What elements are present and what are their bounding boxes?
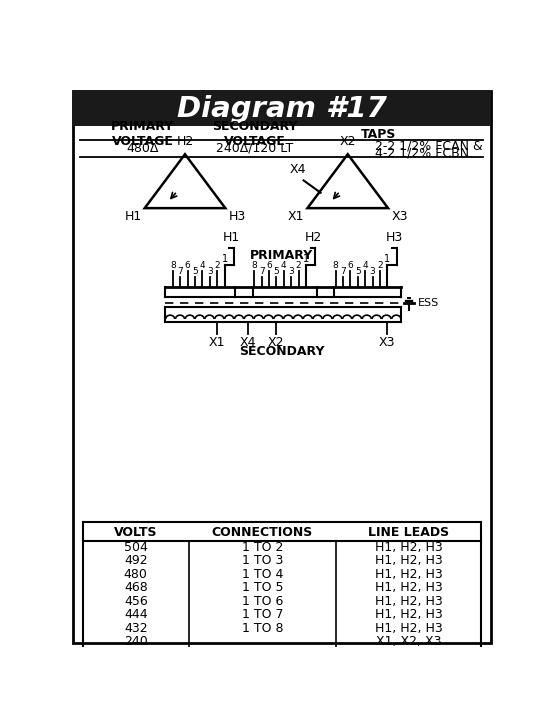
Text: 3: 3 bbox=[370, 267, 376, 276]
Text: X2: X2 bbox=[268, 336, 284, 349]
Text: X4: X4 bbox=[289, 163, 306, 176]
Text: 4: 4 bbox=[281, 261, 287, 270]
Text: 4: 4 bbox=[362, 261, 368, 270]
Text: 2: 2 bbox=[214, 261, 220, 270]
Text: 2-2 1/2% FCAN &: 2-2 1/2% FCAN & bbox=[375, 140, 483, 152]
Text: SECONDARY: SECONDARY bbox=[239, 345, 324, 358]
Text: H2: H2 bbox=[304, 230, 322, 244]
Text: 492: 492 bbox=[124, 555, 147, 568]
Text: H1: H1 bbox=[124, 209, 141, 222]
Text: 7: 7 bbox=[178, 267, 183, 276]
Text: 1 TO 3: 1 TO 3 bbox=[242, 555, 283, 568]
Text: 456: 456 bbox=[124, 595, 147, 608]
FancyBboxPatch shape bbox=[73, 91, 491, 643]
Text: 5: 5 bbox=[355, 267, 361, 276]
Text: 1 TO 8: 1 TO 8 bbox=[242, 622, 283, 635]
Text: H1, H2, H3: H1, H2, H3 bbox=[375, 541, 442, 554]
Text: 7: 7 bbox=[259, 267, 265, 276]
Text: 5: 5 bbox=[192, 267, 198, 276]
Text: H1, H2, H3: H1, H2, H3 bbox=[375, 568, 442, 581]
Text: 468: 468 bbox=[124, 582, 147, 595]
Text: 1 TO 6: 1 TO 6 bbox=[242, 595, 283, 608]
Text: X4: X4 bbox=[240, 336, 256, 349]
Text: 7: 7 bbox=[340, 267, 346, 276]
Text: TAPS: TAPS bbox=[361, 128, 397, 141]
Text: 6: 6 bbox=[266, 261, 272, 270]
Text: H1, H2, H3: H1, H2, H3 bbox=[375, 582, 442, 595]
Text: X3: X3 bbox=[379, 336, 395, 349]
Text: X3: X3 bbox=[391, 209, 408, 222]
Text: 1 TO 4: 1 TO 4 bbox=[242, 568, 283, 581]
Text: VOLTS: VOLTS bbox=[114, 526, 157, 539]
Text: 2: 2 bbox=[296, 261, 301, 270]
Text: H3: H3 bbox=[386, 230, 403, 244]
Text: 5: 5 bbox=[273, 267, 279, 276]
Text: X1, X2, X3: X1, X2, X3 bbox=[376, 635, 441, 648]
Text: 480Δ: 480Δ bbox=[126, 142, 158, 155]
Text: H1, H2, H3: H1, H2, H3 bbox=[375, 595, 442, 608]
Text: X2: X2 bbox=[339, 135, 356, 148]
Text: ESS: ESS bbox=[419, 298, 439, 308]
Text: 1: 1 bbox=[384, 254, 390, 264]
Text: 8: 8 bbox=[333, 261, 339, 270]
Text: H1, H2, H3: H1, H2, H3 bbox=[375, 608, 442, 622]
Text: 3: 3 bbox=[207, 267, 213, 276]
Text: PRIMARY
VOLTAGE: PRIMARY VOLTAGE bbox=[111, 120, 174, 148]
Text: SECONDARY
VOLTAGE: SECONDARY VOLTAGE bbox=[212, 120, 298, 148]
Text: 6: 6 bbox=[348, 261, 353, 270]
Text: 444: 444 bbox=[124, 608, 147, 622]
Text: 4-2 1/2% FCBN: 4-2 1/2% FCBN bbox=[375, 147, 469, 160]
Text: Diagram #17: Diagram #17 bbox=[177, 95, 387, 123]
Text: H3: H3 bbox=[228, 209, 246, 222]
Text: H1: H1 bbox=[223, 230, 240, 244]
Text: H1, H2, H3: H1, H2, H3 bbox=[375, 622, 442, 635]
Text: X1: X1 bbox=[288, 209, 304, 222]
Text: 432: 432 bbox=[124, 622, 147, 635]
Text: LINE LEADS: LINE LEADS bbox=[368, 526, 449, 539]
Text: 504: 504 bbox=[124, 541, 148, 554]
Text: 1 TO 5: 1 TO 5 bbox=[242, 582, 283, 595]
Text: 1: 1 bbox=[303, 254, 309, 264]
Text: 240Δ/120 LT: 240Δ/120 LT bbox=[216, 142, 293, 155]
Text: 8: 8 bbox=[170, 261, 176, 270]
Text: 3: 3 bbox=[288, 267, 294, 276]
Text: CONNECTIONS: CONNECTIONS bbox=[212, 526, 313, 539]
Text: H1, H2, H3: H1, H2, H3 bbox=[375, 555, 442, 568]
Text: X1: X1 bbox=[209, 336, 226, 349]
Text: H2: H2 bbox=[177, 135, 194, 148]
Text: 240: 240 bbox=[124, 635, 147, 648]
Text: 8: 8 bbox=[251, 261, 257, 270]
Text: 2: 2 bbox=[377, 261, 383, 270]
FancyBboxPatch shape bbox=[73, 91, 491, 126]
Text: 1: 1 bbox=[222, 254, 228, 264]
Text: 480: 480 bbox=[124, 568, 148, 581]
Text: PRIMARY: PRIMARY bbox=[250, 249, 313, 262]
Text: 6: 6 bbox=[185, 261, 191, 270]
Text: 1 TO 2: 1 TO 2 bbox=[242, 541, 283, 554]
Text: 1 TO 7: 1 TO 7 bbox=[242, 608, 283, 622]
Text: 4: 4 bbox=[200, 261, 205, 270]
